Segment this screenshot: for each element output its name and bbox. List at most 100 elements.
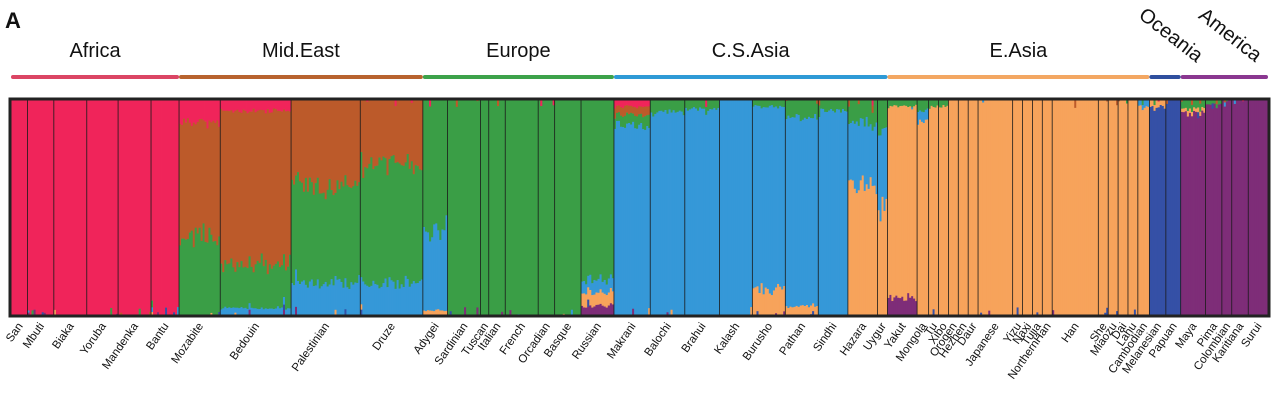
population-block-tuscan <box>480 100 490 316</box>
admixture-segment-europe <box>699 100 702 108</box>
admixture-segment-csasia <box>242 308 245 316</box>
population-dividers <box>27 100 1249 315</box>
admixture-segment-csasia <box>869 124 873 178</box>
admixture-segment-america <box>282 310 286 316</box>
admixture-segment-mideast <box>1118 100 1121 102</box>
admixture-segment-easia <box>895 105 898 296</box>
admixture-segment-easia <box>940 107 943 316</box>
admixture-segment-africa <box>624 100 627 107</box>
population-block-yakut <box>887 100 918 316</box>
admixture-segment-easia <box>1135 100 1139 316</box>
admixture-segment-easia <box>1182 108 1186 113</box>
admixture-segment-africa <box>244 100 247 112</box>
admixture-segment-america <box>899 298 902 316</box>
admixture-segment-europe <box>799 100 803 122</box>
admixture-segment-africa <box>116 100 119 315</box>
admixture-segment-europe <box>875 100 878 123</box>
admixture-segment-easia <box>1147 106 1150 316</box>
admixture-segment-europe <box>568 100 572 316</box>
admixture-segment-csasia <box>597 278 600 294</box>
admixture-segment-csasia <box>636 128 639 316</box>
admixture-segment-europe <box>480 100 483 316</box>
population-label-biaka: Biaka <box>50 320 77 351</box>
admixture-segment-europe <box>196 233 200 316</box>
admixture-segment-europe <box>298 181 302 285</box>
admixture-segment-europe <box>638 114 641 126</box>
admixture-segment-csasia <box>756 105 759 287</box>
admixture-segment-africa <box>289 100 292 112</box>
admixture-segment-africa <box>114 100 117 316</box>
admixture-segment-csasia <box>770 105 774 296</box>
admixture-segment-mideast <box>350 100 353 189</box>
admixture-segment-europe <box>380 160 383 288</box>
admixture-segment-europe <box>360 152 363 278</box>
admixture-segment-europe <box>843 100 847 112</box>
admixture-segment-europe <box>656 100 659 113</box>
admixture-segment-europe <box>525 100 529 316</box>
admixture-segment-mideast <box>184 122 188 240</box>
admixture-segment-europe <box>328 179 332 285</box>
admixture-segment-europe <box>451 100 455 316</box>
population-block-mozabite <box>179 100 221 316</box>
admixture-segment-csasia <box>583 281 586 294</box>
admixture-segment-easia <box>210 312 213 316</box>
admixture-segment-easia <box>897 107 900 299</box>
admixture-segment-easia <box>915 104 918 302</box>
admixture-segment-europe <box>542 100 545 316</box>
admixture-segment-mideast <box>642 107 645 118</box>
admixture-segment-mideast <box>640 106 643 115</box>
population-block-oroqen <box>948 100 959 316</box>
admixture-segment-africa <box>82 100 86 316</box>
admixture-segment-africa <box>190 100 194 127</box>
admixture-segment-easia <box>799 305 803 316</box>
admixture-segment-easia <box>1086 100 1089 316</box>
admixture-segment-europe <box>216 245 219 316</box>
population-block-dai <box>1118 100 1129 316</box>
admixture-segment-europe <box>270 268 274 309</box>
admixture-segment-america <box>597 304 600 316</box>
admixture-segment-europe <box>546 100 549 316</box>
admixture-segment-csasia <box>433 224 436 312</box>
population-block-pima <box>1205 100 1223 316</box>
admixture-segment-csasia <box>380 286 383 316</box>
admixture-segment-easia <box>429 310 432 316</box>
admixture-segment-easia <box>1201 106 1204 111</box>
admixture-segment-oceania <box>980 312 983 316</box>
admixture-segment-csasia <box>274 308 278 316</box>
admixture-segment-easia <box>1078 100 1081 316</box>
admixture-segment-america <box>601 305 605 316</box>
admixture-segment-mideast <box>291 100 294 181</box>
admixture-segment-oceania <box>173 312 176 316</box>
admixture-segment-europe <box>210 234 213 314</box>
admixture-segment-oceania <box>1106 307 1109 316</box>
admixture-segment-europe <box>519 100 523 316</box>
admixture-segment-europe <box>482 100 486 316</box>
admixture-segment-america <box>43 312 47 316</box>
admixture-segment-mideast <box>179 123 182 246</box>
admixture-segment-csasia <box>306 287 310 316</box>
admixture-segment-europe <box>274 263 278 309</box>
admixture-segment-mideast <box>340 100 343 183</box>
admixture-segment-csasia <box>601 281 605 293</box>
admixture-segment-easia <box>889 105 892 296</box>
admixture-segment-csasia <box>1139 100 1143 106</box>
admixture-segment-europe <box>179 245 182 316</box>
admixture-segment-africa <box>284 100 288 112</box>
admixture-segment-africa <box>615 100 619 106</box>
admixture-segment-csasia <box>758 105 761 294</box>
admixture-segment-africa <box>264 100 268 114</box>
admixture-segment-europe <box>834 100 837 113</box>
admixture-segment-easia <box>1042 100 1045 316</box>
admixture-segment-csasia <box>418 281 422 316</box>
admixture-segment-europe <box>330 190 333 280</box>
admixture-segment-america <box>893 297 896 316</box>
admixture-segment-mideast <box>310 100 314 183</box>
admixture-segment-europe <box>674 100 678 113</box>
admixture-segment-europe <box>402 165 406 288</box>
admixture-segment-europe <box>905 100 908 107</box>
admixture-segment-africa <box>144 100 148 316</box>
admixture-segment-csasia <box>293 285 296 316</box>
admixture-segment-europe <box>433 100 436 225</box>
admixture-segment-csasia <box>254 308 258 316</box>
admixture-segment-easia <box>1054 100 1057 316</box>
